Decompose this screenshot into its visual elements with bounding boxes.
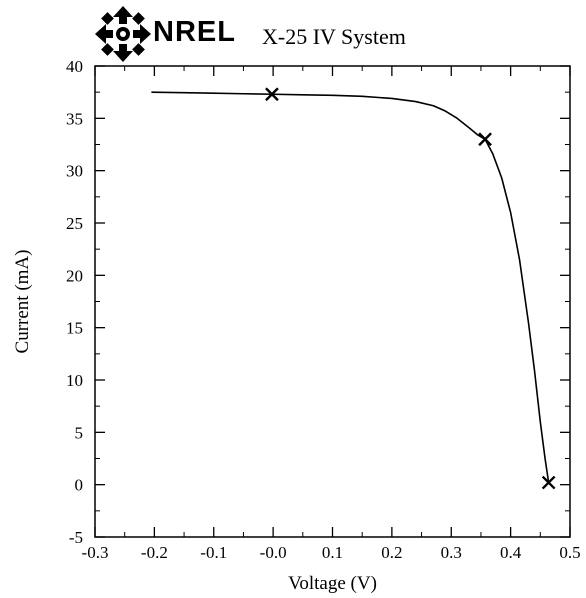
y-tick-label: 35 [66,109,83,128]
y-tick-label: 15 [66,319,83,338]
x-tick-label: -0.1 [200,543,227,562]
x-tick-label: 0.5 [559,543,580,562]
x-tick-label: -0.0 [260,543,287,562]
marker-stroke [478,132,492,147]
y-axis-title: Current (mA) [12,250,33,354]
y-tick-label: 5 [75,423,84,442]
data-point-marker [478,132,492,147]
x-tick-label: 0.3 [441,543,462,562]
y-tick-label: 25 [66,214,83,233]
x-tick-label: -0.2 [141,543,168,562]
y-tick-label: 40 [66,57,83,76]
y-tick-label: -5 [69,528,83,547]
x-tick-label: 0.4 [500,543,522,562]
y-tick-label: 30 [66,162,83,181]
y-tick-label: 0 [75,476,84,495]
system-name: X-25 IV System [262,24,406,49]
x-axis-title: Voltage (V) [288,573,377,594]
y-tick-label: 20 [66,266,83,285]
x-tick-label: 0.1 [322,543,343,562]
y-tick-label: 10 [66,371,83,390]
data-point-marker [265,87,279,102]
marker-stroke [541,475,556,490]
plot-frame [94,65,571,538]
data-point-marker [541,475,556,490]
iv-curve-line [151,91,550,483]
logo-text: NREL [153,16,236,48]
chart-header: NREL X-25 IV System [92,4,492,64]
x-tick-label: -0.3 [82,543,109,562]
x-tick-label: 0.2 [381,543,402,562]
nrel-logo-icon [95,6,151,62]
marker-stroke [265,87,279,102]
